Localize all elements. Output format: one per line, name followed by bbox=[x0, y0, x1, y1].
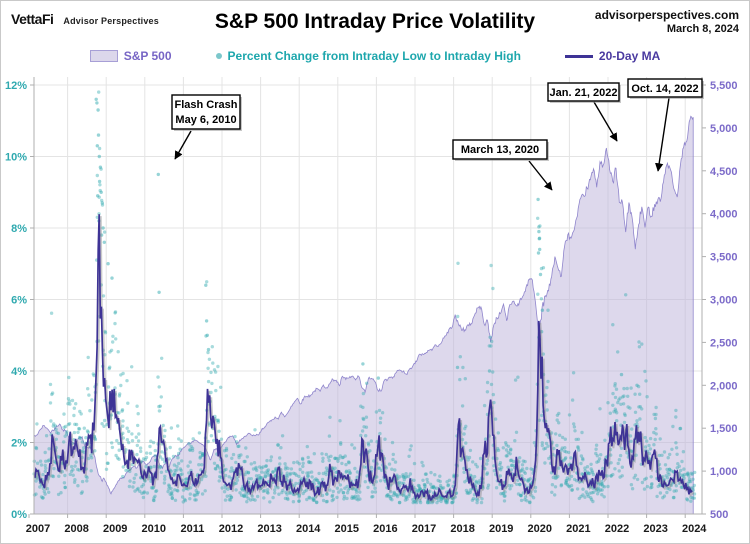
ma-line-swatch-icon bbox=[564, 54, 593, 58]
left-axis-tick-label: 10% bbox=[5, 152, 27, 164]
x-axis-tick-label: 2014 bbox=[296, 523, 321, 535]
sp500-area-series bbox=[33, 115, 694, 515]
x-axis-tick-label: 2010 bbox=[142, 523, 166, 535]
right-axis-tick-label: 5,500 bbox=[710, 80, 738, 92]
annotation: Jan. 21, 2022 bbox=[547, 82, 621, 142]
page-title: S&P 500 Intraday Price Volatility bbox=[214, 10, 536, 33]
vettafi-logo: VettaFi bbox=[11, 11, 54, 27]
legend-pct-change-label: Percent Change from Intraday Low to Intr… bbox=[227, 49, 521, 63]
left-axis-tick-label: 12% bbox=[5, 80, 27, 92]
x-axis-tick-label: 2018 bbox=[450, 523, 474, 535]
source-site: advisorperspectives.com bbox=[594, 8, 739, 22]
x-axis-tick-label: 2012 bbox=[219, 523, 243, 535]
left-axis-tick-label: 4% bbox=[11, 366, 27, 378]
annotation: March 13, 2020 bbox=[452, 139, 553, 191]
right-axis-tick-label: 3,000 bbox=[710, 295, 738, 307]
left-axis-tick-label: 2% bbox=[11, 438, 27, 450]
x-axis-tick-label: 2008 bbox=[64, 523, 88, 535]
logo: VettaFi Advisor Perspectives bbox=[11, 11, 159, 27]
ma-line-series bbox=[34, 214, 693, 502]
right-axis-tick-label: 1,000 bbox=[710, 466, 738, 478]
legend-ma-label: 20-Day MA bbox=[598, 49, 661, 63]
left-axis-tick-label: 6% bbox=[11, 295, 27, 307]
right-axis-tick-label: 2,000 bbox=[710, 380, 738, 392]
x-axis-tick-label: 2020 bbox=[528, 523, 552, 535]
x-axis-tick-label: 2011 bbox=[180, 523, 204, 535]
x-axis-tick-label: 2017 bbox=[412, 523, 436, 535]
annotation-text: Oct. 14, 2022 bbox=[631, 83, 698, 95]
x-axis-tick-label: 2024 bbox=[682, 523, 707, 535]
x-axis-tick-label: 2019 bbox=[489, 523, 513, 535]
x-axis-tick-label: 2016 bbox=[373, 523, 397, 535]
pct-change-scatter-series bbox=[32, 90, 697, 505]
x-axis-tick-label: 2007 bbox=[26, 523, 50, 535]
right-axis-tick-label: 3,500 bbox=[710, 252, 738, 264]
x-axis-tick-label: 2023 bbox=[643, 523, 667, 535]
x-axis-tick-label: 2013 bbox=[257, 523, 281, 535]
legend-item-ma: 20-Day MA bbox=[564, 49, 661, 63]
sp500-area-swatch-icon bbox=[89, 50, 118, 62]
right-axis-tick-label: 500 bbox=[710, 509, 728, 521]
right-axis-tick-label: 4,000 bbox=[710, 209, 738, 221]
scatter-dot-swatch-icon bbox=[215, 53, 222, 59]
axes: 0% 2% 4% 6% 8% 10% 12% 500 1,000 1,500 2,000 2,500 3… bbox=[5, 77, 738, 535]
legend-item-pct-change: Percent Change from Intraday Low to Intr… bbox=[215, 49, 521, 63]
x-axis-tick-label: 2009 bbox=[103, 523, 127, 535]
x-axis-tick-label: 2015 bbox=[335, 523, 359, 535]
annotation-text: March 13, 2020 bbox=[461, 144, 539, 156]
left-axis-tick-label: 8% bbox=[11, 223, 27, 235]
right-axis-tick-label: 5,000 bbox=[710, 123, 738, 135]
legend-sp500-label: S&P 500 bbox=[123, 49, 172, 63]
annotation-text: May 6, 2010 bbox=[175, 114, 236, 126]
annotation: Oct. 14, 2022 bbox=[627, 78, 704, 172]
logo-subtitle: Advisor Perspectives bbox=[63, 16, 159, 26]
volatility-chart: 0% 2% 4% 6% 8% 10% 12% 500 1,000 1,500 2,000 2,500 3… bbox=[1, 71, 749, 543]
x-axis-tick-label: 2021 bbox=[566, 523, 590, 535]
source-date: March 8, 2024 bbox=[666, 23, 739, 35]
annotation-text: Flash Crash bbox=[175, 99, 238, 111]
right-axis-tick-label: 2,500 bbox=[710, 337, 738, 349]
x-axis-tick-label: 2022 bbox=[605, 523, 629, 535]
annotation: Flash Crash May 6, 2010 bbox=[171, 94, 242, 160]
annotation-text: Jan. 21, 2022 bbox=[550, 87, 618, 99]
legend-item-sp500: S&P 500 bbox=[89, 49, 172, 63]
chart-svg: 0% 2% 4% 6% 8% 10% 12% 500 1,000 1,500 2,000 2,500 3… bbox=[5, 77, 738, 535]
left-axis-tick-label: 0% bbox=[11, 509, 27, 521]
right-axis-tick-label: 1,500 bbox=[710, 423, 738, 435]
source-block: advisorperspectives.com March 8, 2024 bbox=[595, 8, 739, 37]
chart-legend: S&P 500 Percent Change from Intraday Low… bbox=[1, 49, 749, 63]
right-axis-tick-label: 4,500 bbox=[710, 166, 738, 178]
